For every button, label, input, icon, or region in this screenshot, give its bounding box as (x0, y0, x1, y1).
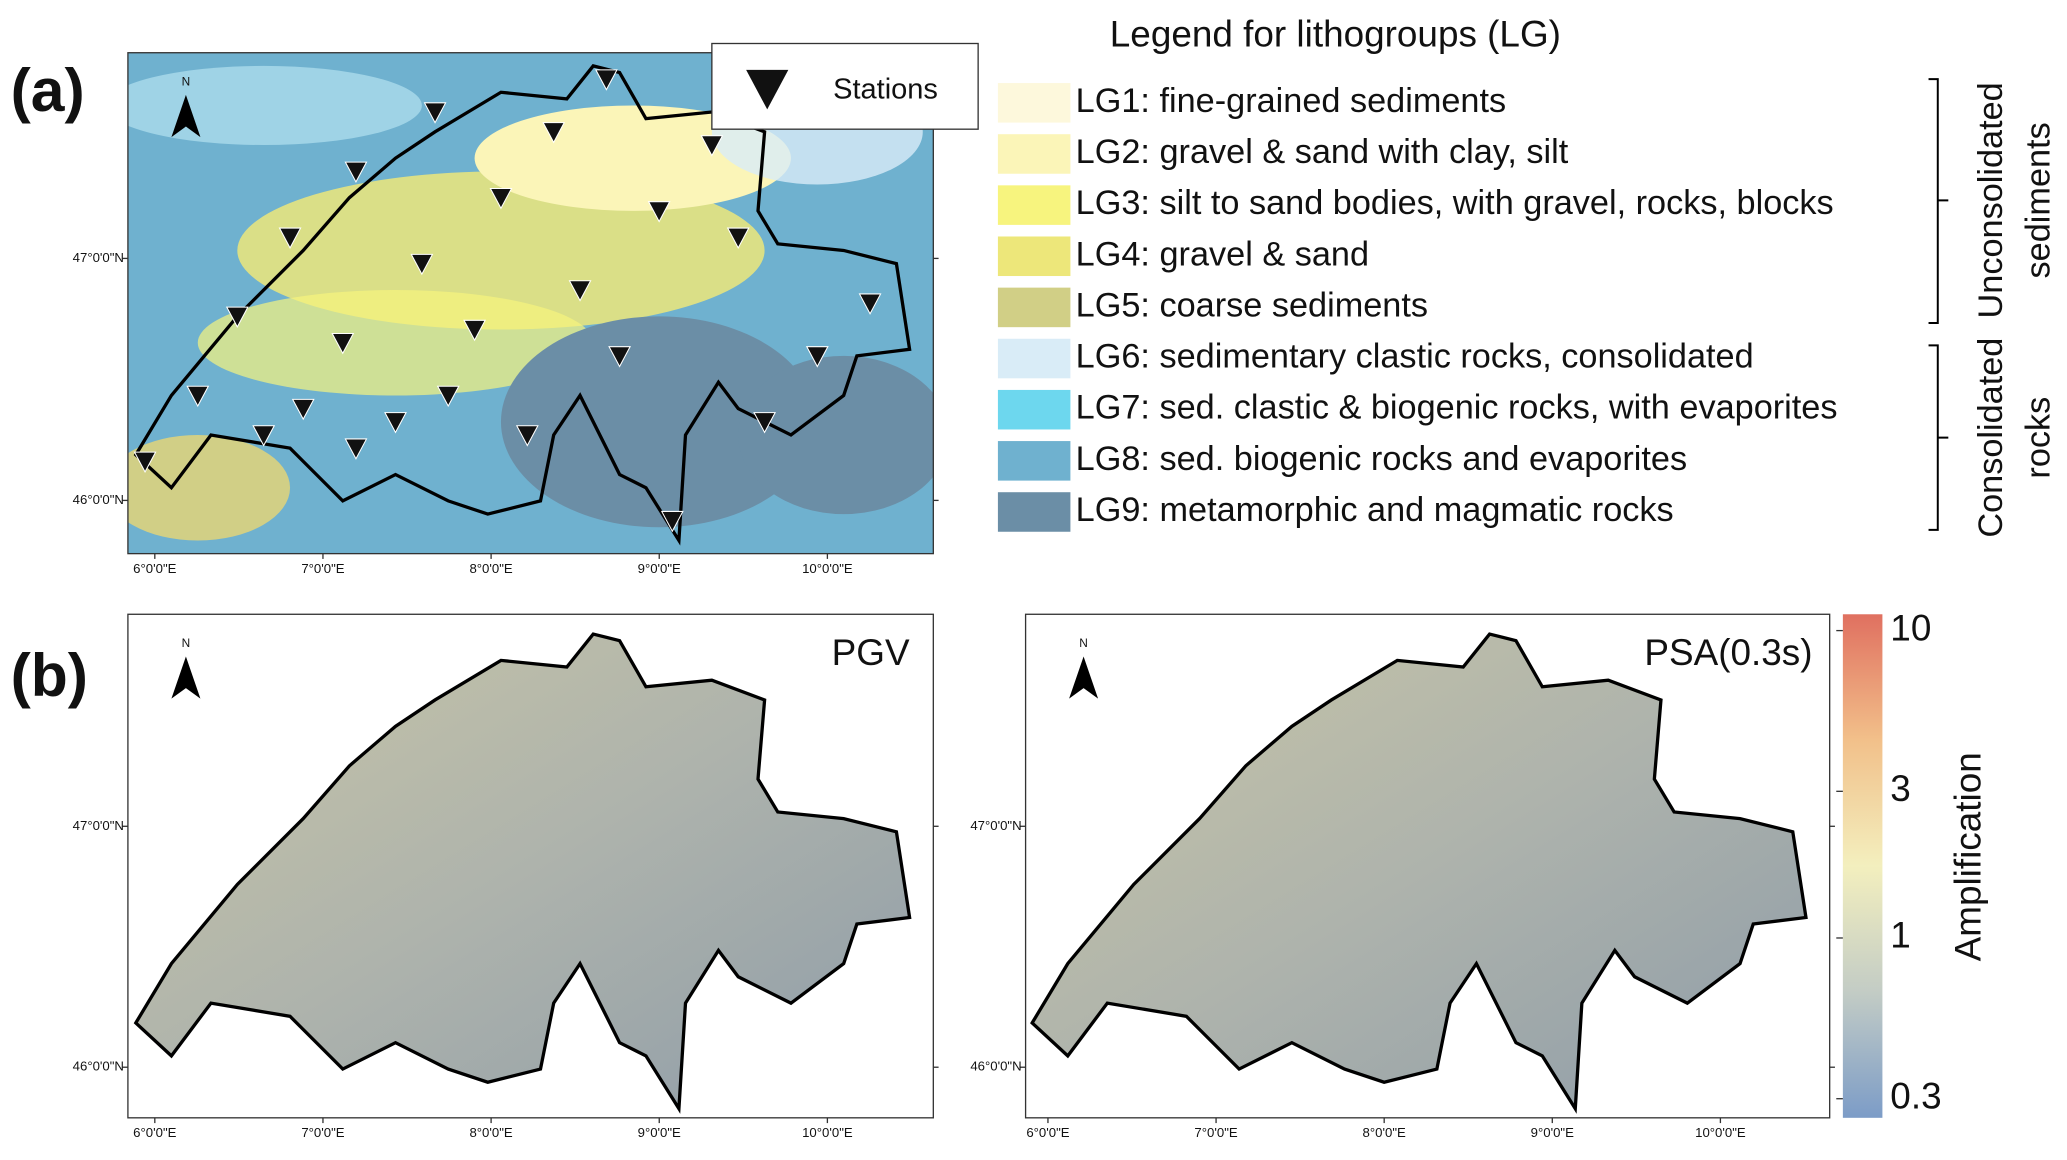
y-tick-label: 46°0'0"N (73, 492, 124, 507)
colorbar-label: Amplification (1947, 752, 1988, 961)
map-title: PSA(0.3s) (1644, 632, 1812, 673)
group-label: Unconsolidated (1972, 82, 2010, 318)
x-tick-label: 6°0'0"E (133, 1125, 176, 1140)
x-tick-label: 10°0'0"E (802, 561, 853, 576)
y-tick-label: 46°0'0"N (73, 1059, 124, 1074)
north-label: N (182, 636, 191, 650)
x-tick-label: 7°0'0"E (301, 561, 344, 576)
legend-swatch (997, 185, 1071, 225)
legend-label: LG5: coarse sediments (1076, 286, 1428, 324)
x-tick-label: 7°0'0"E (301, 1125, 344, 1140)
legend-label: LG9: metamorphic and magmatic rocks (1076, 491, 1674, 529)
group-label: sediments (2020, 122, 2058, 278)
north-arrow (1069, 656, 1099, 699)
colorbar-tick-label: 10 (1890, 607, 1931, 648)
north-arrow (171, 94, 201, 138)
north-arrow (171, 656, 201, 699)
y-tick-label: 46°0'0"N (970, 1059, 1021, 1074)
x-tick-label: 9°0'0"E (638, 1125, 681, 1140)
legend-swatch (997, 134, 1071, 174)
colorbar-tick-label: 1 (1890, 915, 1911, 956)
psa-map (1024, 613, 1831, 1119)
x-tick-label: 8°0'0"E (469, 1125, 512, 1140)
north-label: N (182, 75, 191, 89)
x-tick-label: 10°0'0"E (1695, 1125, 1746, 1140)
bracket (1928, 78, 1949, 324)
bracket (1928, 344, 1949, 531)
legend-label: LG4: gravel & sand (1076, 235, 1369, 273)
map-frame (127, 52, 934, 555)
geology-map (127, 52, 934, 554)
y-tick-label: 47°0'0"N (73, 250, 124, 265)
north-label: N (1079, 636, 1088, 650)
legend-title: Legend for lithogroups (LG) (1110, 14, 1561, 55)
y-tick-label: 47°0'0"N (970, 818, 1021, 833)
legend-label: LG6: sedimentary clastic rocks, consolid… (1076, 338, 1754, 376)
legend-label: LG3: silt to sand bodies, with gravel, r… (1076, 184, 1834, 222)
stations-label: Stations (833, 74, 938, 106)
panel-label: (b) (11, 641, 88, 709)
colorbar-tick-label: 0.3 (1890, 1075, 1941, 1116)
legend-label: LG8: sed. biogenic rocks and evaporites (1076, 440, 1687, 478)
x-tick-label: 6°0'0"E (1026, 1125, 1069, 1140)
legend-swatch (997, 83, 1071, 123)
legend-label: LG1: fine-grained sediments (1076, 82, 1506, 120)
group-label: Consolidated (1972, 338, 2010, 538)
x-tick-label: 8°0'0"E (469, 561, 512, 576)
x-tick-label: 9°0'0"E (638, 561, 681, 576)
legend-swatch (997, 492, 1071, 532)
y-tick-label: 47°0'0"N (73, 818, 124, 833)
legend-label: LG7: sed. clastic & biogenic rocks, with… (1076, 389, 1838, 427)
legend-label: LG2: gravel & sand with clay, silt (1076, 133, 1569, 171)
x-tick-label: 7°0'0"E (1194, 1125, 1237, 1140)
x-tick-label: 6°0'0"E (133, 561, 176, 576)
legend-swatch (997, 236, 1071, 277)
colorbar-tick-label: 3 (1890, 768, 1911, 809)
legend-swatch (997, 441, 1071, 481)
x-tick-label: 10°0'0"E (802, 1125, 853, 1140)
panel-label: (a) (11, 56, 85, 124)
colorbar (1842, 614, 1883, 1118)
map-title: PGV (832, 632, 910, 673)
pgv-map (127, 613, 934, 1119)
x-tick-label: 9°0'0"E (1531, 1125, 1574, 1140)
legend-swatch (997, 389, 1071, 430)
group-label: rocks (2020, 397, 2058, 479)
x-tick-label: 8°0'0"E (1363, 1125, 1406, 1140)
legend-swatch (997, 338, 1071, 379)
legend-swatch (997, 287, 1071, 328)
